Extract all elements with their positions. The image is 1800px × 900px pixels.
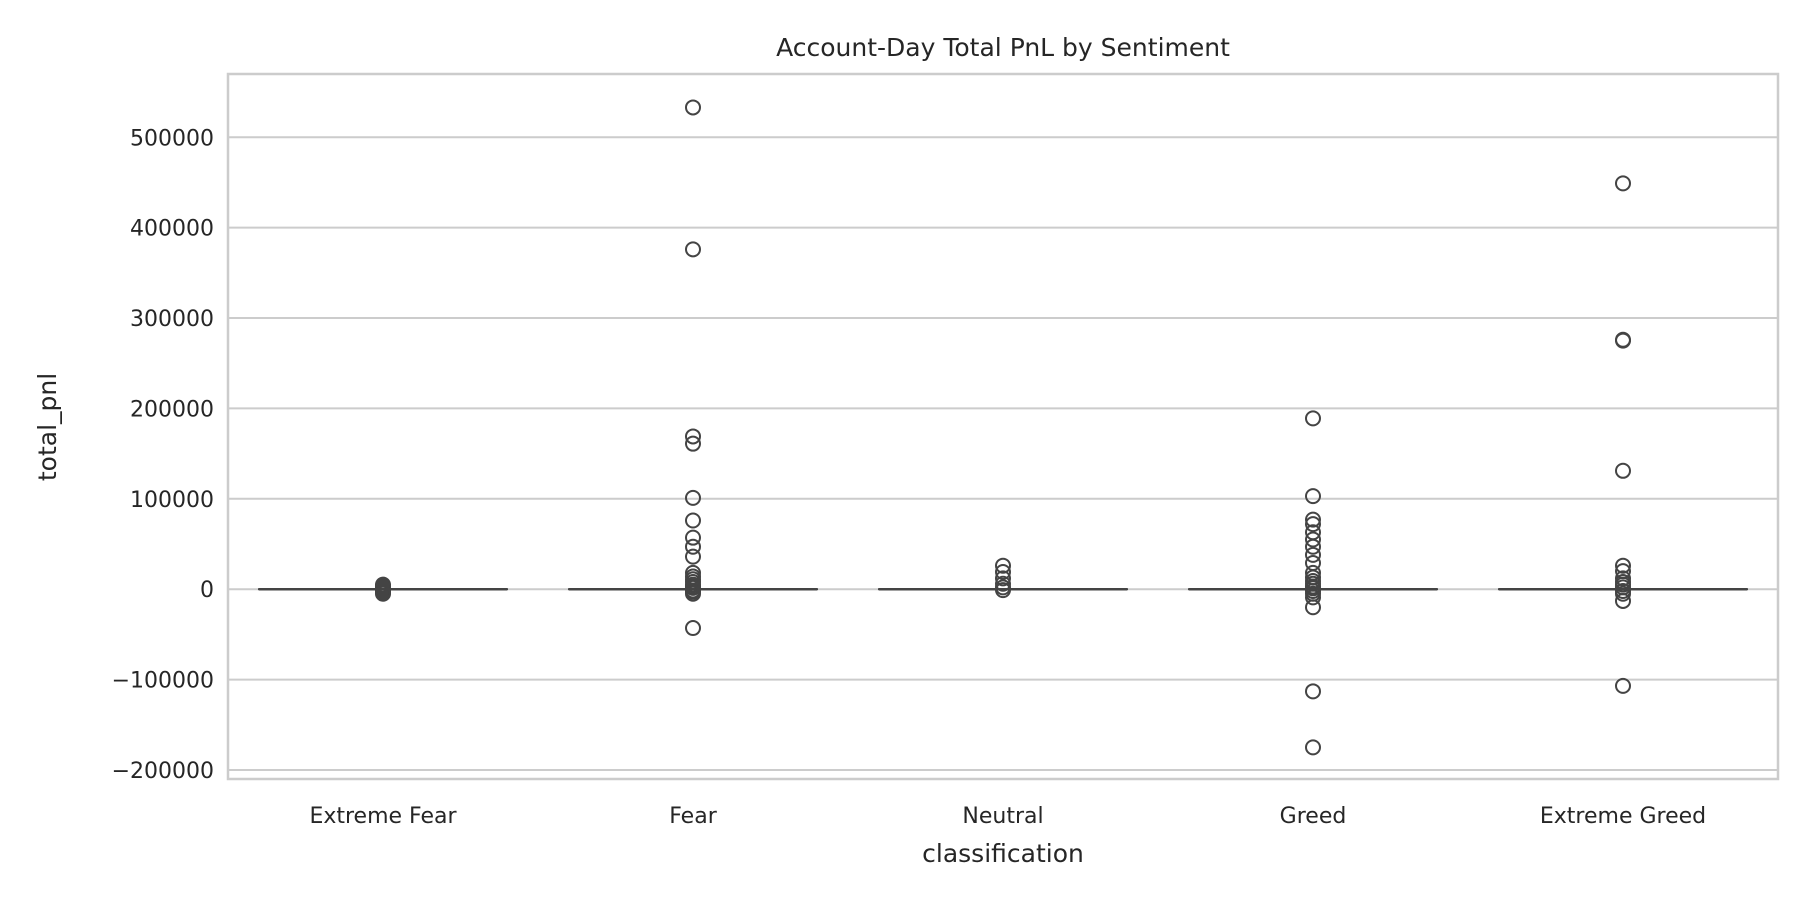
outlier-point: [685, 529, 701, 546]
outlier-point: [1305, 546, 1321, 563]
outlier-point: [1615, 677, 1631, 694]
y-tick-label: 200000: [130, 397, 214, 422]
x-tick-label: Greed: [1280, 804, 1347, 829]
outlier-point: [685, 428, 701, 445]
outlier-point: [1615, 332, 1631, 349]
outlier-point: [1305, 538, 1321, 555]
y-tick-labels: −200000 −100000 0 100000 200000 300000 400000 5…: [112, 126, 214, 784]
x-axis-title: classification: [922, 839, 1084, 868]
outlier-point: [995, 570, 1011, 587]
outlier-point: [1305, 511, 1321, 528]
x-tick-labels: Extreme Fear Fear Neutral Greed Extreme Gree…: [309, 804, 1706, 829]
outlier-point: [685, 99, 701, 116]
x-tick-label: Extreme Fear: [309, 804, 457, 829]
outlier-points: [375, 99, 1631, 756]
y-tick-label: 500000: [130, 126, 214, 151]
outlier-point: [1305, 589, 1321, 606]
outlier-point: [1615, 557, 1631, 574]
outlier-point: [1615, 462, 1631, 479]
outlier-point: [685, 435, 701, 452]
outlier-point: [995, 564, 1011, 581]
x-tick-label: Extreme Greed: [1540, 804, 1706, 829]
outlier-point: [995, 582, 1011, 599]
y-tick-label: −200000: [112, 759, 214, 784]
outlier-point: [995, 557, 1011, 574]
plot-frame: [226, 72, 1780, 781]
outlier-point: [685, 585, 701, 602]
y-tick-label: 300000: [130, 307, 214, 332]
plot-background: [228, 74, 1778, 779]
outlier-point: [685, 620, 701, 637]
outlier-point: [1305, 531, 1321, 548]
outlier-point: [1615, 175, 1631, 192]
outlier-point: [685, 241, 701, 258]
outlier-point: [1615, 592, 1631, 609]
outlier-point: [685, 489, 701, 506]
outlier-point: [1305, 683, 1321, 700]
y-tick-label: 400000: [130, 217, 214, 242]
y-tick-label: 0: [200, 578, 214, 603]
outlier-point: [1615, 585, 1631, 602]
chart-title: Account-Day Total PnL by Sentiment: [776, 33, 1230, 62]
outlier-point: [375, 585, 391, 602]
y-tick-label: −100000: [112, 669, 214, 694]
outlier-point: [685, 538, 701, 555]
x-tick-label: Fear: [669, 804, 717, 829]
outlier-point: [1305, 599, 1321, 616]
outlier-point: [1305, 410, 1321, 427]
outlier-point: [685, 512, 701, 529]
y-axis-title: total_pnl: [33, 373, 62, 481]
outlier-point: [1305, 516, 1321, 533]
outlier-point: [685, 548, 701, 565]
outlier-point: [1305, 739, 1321, 756]
x-tick-label: Neutral: [962, 804, 1043, 829]
y-tick-label: 100000: [130, 488, 214, 513]
outlier-point: [1305, 488, 1321, 505]
